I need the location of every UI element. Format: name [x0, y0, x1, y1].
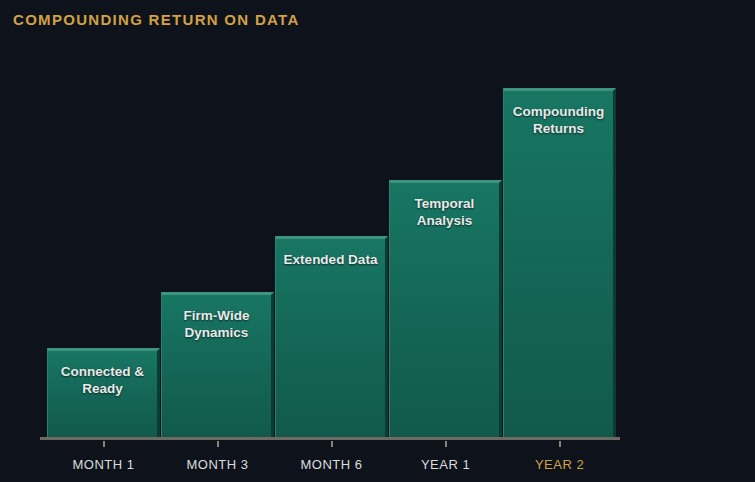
- chart-title: COMPOUNDING RETURN ON DATA: [13, 11, 300, 28]
- bar: Firm-WideDynamics: [161, 292, 274, 437]
- bar: Extended Data: [275, 236, 388, 437]
- x-tick-label: YEAR 1: [386, 457, 506, 472]
- bar-label: TemporalAnalysis: [390, 195, 499, 229]
- chart-canvas: COMPOUNDING RETURN ON DATA Connected &Re…: [0, 0, 755, 482]
- x-tick: [103, 441, 105, 447]
- x-tick-label: MONTH 3: [158, 457, 278, 472]
- x-tick-label: YEAR 2: [500, 457, 620, 472]
- x-tick: [331, 441, 333, 447]
- x-axis-line: [40, 437, 620, 440]
- bar: TemporalAnalysis: [389, 180, 502, 437]
- bar-label: Connected &Ready: [48, 363, 157, 397]
- bar-chart: Connected &ReadyFirm-WideDynamics Extende…: [47, 88, 617, 437]
- x-tick: [559, 441, 561, 447]
- bar: Connected &Ready: [47, 348, 160, 437]
- x-tick: [445, 441, 447, 447]
- x-tick-label: MONTH 6: [272, 457, 392, 472]
- x-tick-label: MONTH 1: [44, 457, 164, 472]
- bar-label: Firm-WideDynamics: [162, 307, 271, 341]
- bar: CompoundingReturns: [503, 88, 616, 437]
- x-tick: [217, 441, 219, 447]
- bar-label: Extended Data: [276, 251, 385, 268]
- bar-label: CompoundingReturns: [504, 103, 613, 137]
